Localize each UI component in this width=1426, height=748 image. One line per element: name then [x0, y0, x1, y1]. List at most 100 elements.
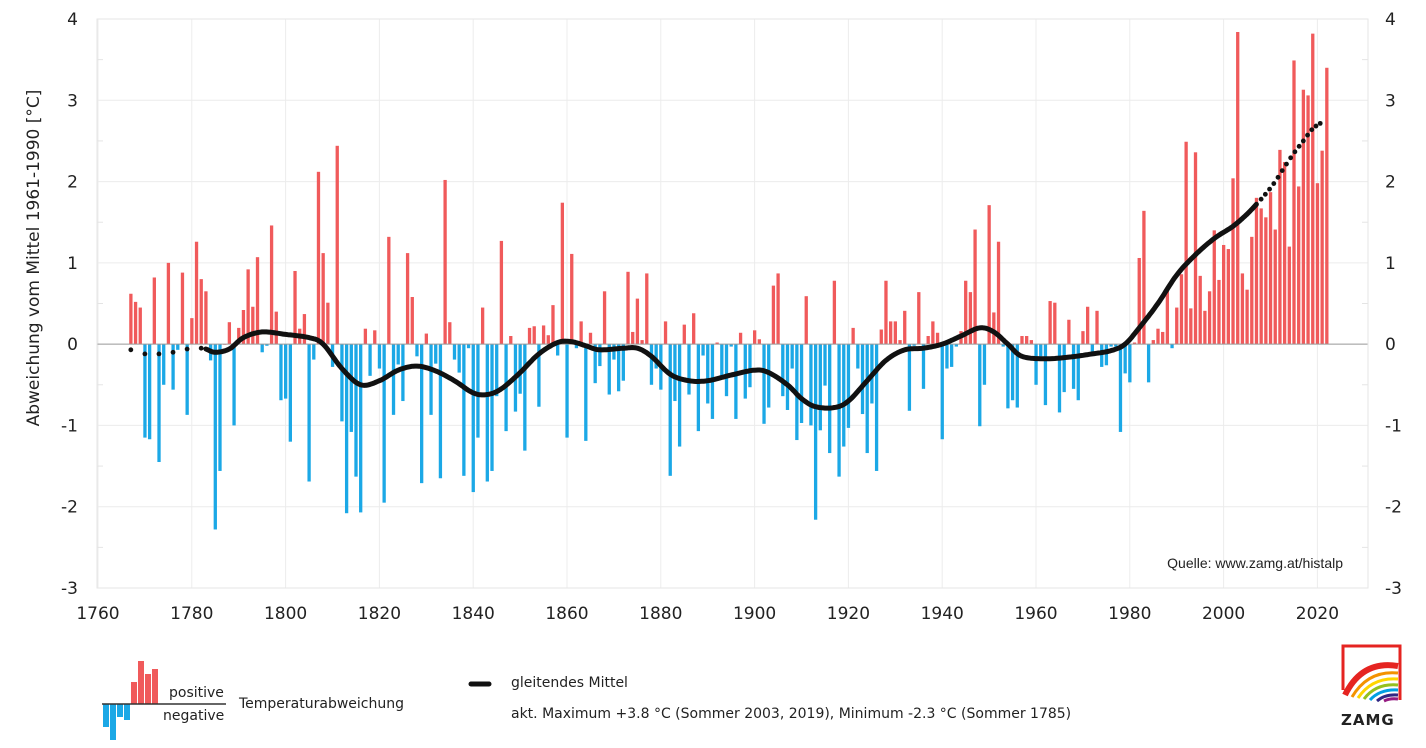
moving-average-dot [1275, 174, 1281, 180]
bar-1868 [602, 291, 607, 345]
legend-positive-bar [152, 669, 158, 704]
moving-average-dot [1267, 186, 1272, 192]
bar-1824 [396, 344, 400, 365]
bar-1888 [696, 344, 701, 432]
bar-1953 [1001, 344, 1005, 347]
moving-average-dot [1284, 161, 1289, 167]
y-tick-label-left: 2 [67, 173, 78, 193]
bar-1823 [391, 344, 396, 415]
bar-2018 [1306, 95, 1310, 345]
bar-2004 [1240, 273, 1245, 345]
bar-1954 [1006, 344, 1010, 409]
bar-2011 [1273, 229, 1277, 345]
bar-1996 [1203, 310, 1207, 345]
grid [97, 18, 1368, 589]
bar-1912 [809, 344, 813, 426]
bar-1782 [199, 279, 203, 345]
bar-1881 [663, 321, 668, 345]
bar-1948 [978, 344, 982, 427]
bar-1871 [616, 344, 621, 392]
bar-1817 [363, 328, 368, 345]
bar-1921 [851, 327, 855, 345]
bar-1916 [828, 344, 832, 454]
bar-1767 [129, 293, 133, 345]
y-tick-label-right: 1 [1385, 254, 1396, 274]
y-tick-label-right: 2 [1385, 173, 1396, 193]
bar-1915 [823, 344, 827, 386]
bar-1870 [612, 344, 616, 360]
bar-1805 [307, 344, 311, 482]
bar-1911 [804, 296, 808, 345]
bar-1830 [424, 333, 428, 345]
bar-1982 [1137, 257, 1141, 345]
bar-2021 [1320, 150, 1324, 345]
bar-1813 [344, 344, 349, 514]
bar-1861 [570, 253, 574, 345]
x-tick-label: 1840 [452, 604, 495, 624]
y-tick-label-right: 0 [1385, 335, 1396, 355]
bar-1846 [499, 240, 504, 345]
bar-1882 [668, 344, 672, 476]
bar-1972 [1090, 344, 1094, 352]
zamg-logo-text: ZAMG [1341, 711, 1395, 729]
moving-average-dot [128, 347, 134, 353]
bar-1800 [284, 344, 288, 399]
bar-2002 [1231, 178, 1235, 345]
bar-1777 [176, 344, 180, 350]
y-tick-label-right: -3 [1385, 579, 1402, 599]
moving-average-dot [156, 351, 162, 357]
bar-1943 [954, 344, 958, 347]
source-annotation: Quelle: www.zamg.at/histalp [1167, 555, 1343, 571]
moving-average-dot [1262, 191, 1268, 197]
bar-1814 [349, 344, 353, 432]
bar-1859 [560, 202, 565, 345]
bar-1857 [551, 305, 555, 345]
bar-1841 [476, 344, 480, 438]
bar-1785 [213, 344, 217, 530]
bar-1788 [227, 322, 232, 345]
legend-negative-bar [110, 704, 116, 740]
legend-negative-bar [103, 704, 109, 727]
logo-arc-indigo [1376, 693, 1399, 703]
bar-1786 [218, 344, 222, 471]
bar-1886 [687, 344, 691, 395]
bar-2014 [1287, 246, 1291, 345]
bar-1992 [1184, 141, 1188, 345]
bar-1981 [1132, 342, 1137, 345]
bar-1994 [1193, 152, 1198, 345]
x-tick-label: 1820 [358, 604, 401, 624]
bar-1826 [405, 253, 410, 345]
bar-1934 [912, 344, 916, 346]
bar-1977 [1114, 344, 1118, 347]
bar-1890 [706, 344, 710, 404]
bar-1864 [584, 344, 588, 441]
bar-1945 [964, 280, 968, 345]
bar-1833 [438, 344, 443, 479]
x-tick-label: 2020 [1296, 604, 1339, 624]
legend-line-label: gleitendes Mittel [511, 675, 628, 691]
bar-1918 [837, 344, 841, 477]
bar-1776 [171, 344, 175, 390]
legend-positive-bar [131, 682, 137, 704]
bar-1955 [1010, 344, 1015, 401]
bar-1902 [762, 344, 766, 424]
bar-1812 [340, 344, 344, 422]
bar-1979 [1123, 344, 1127, 374]
bar-1772 [152, 277, 156, 345]
bar-1970 [1081, 331, 1085, 345]
bar-1986 [1156, 328, 1160, 345]
y-tick-label-right: 3 [1385, 91, 1396, 111]
y-axis-left: 4 3 2 1 0 -1 -2 -3 [61, 10, 78, 599]
bar-1802 [293, 270, 297, 345]
bar-2020 [1315, 183, 1320, 345]
bar-1975 [1104, 344, 1109, 366]
bar-1848 [509, 336, 513, 345]
bar-1961 [1039, 344, 1043, 357]
legend-bar-sample [102, 661, 226, 740]
bar-1946 [968, 292, 973, 345]
bar-1903 [767, 344, 771, 408]
bar-1794 [255, 257, 260, 345]
bar-1969 [1076, 344, 1080, 401]
logo-arc-green [1362, 683, 1399, 700]
logo-arc-yellow [1356, 677, 1399, 699]
